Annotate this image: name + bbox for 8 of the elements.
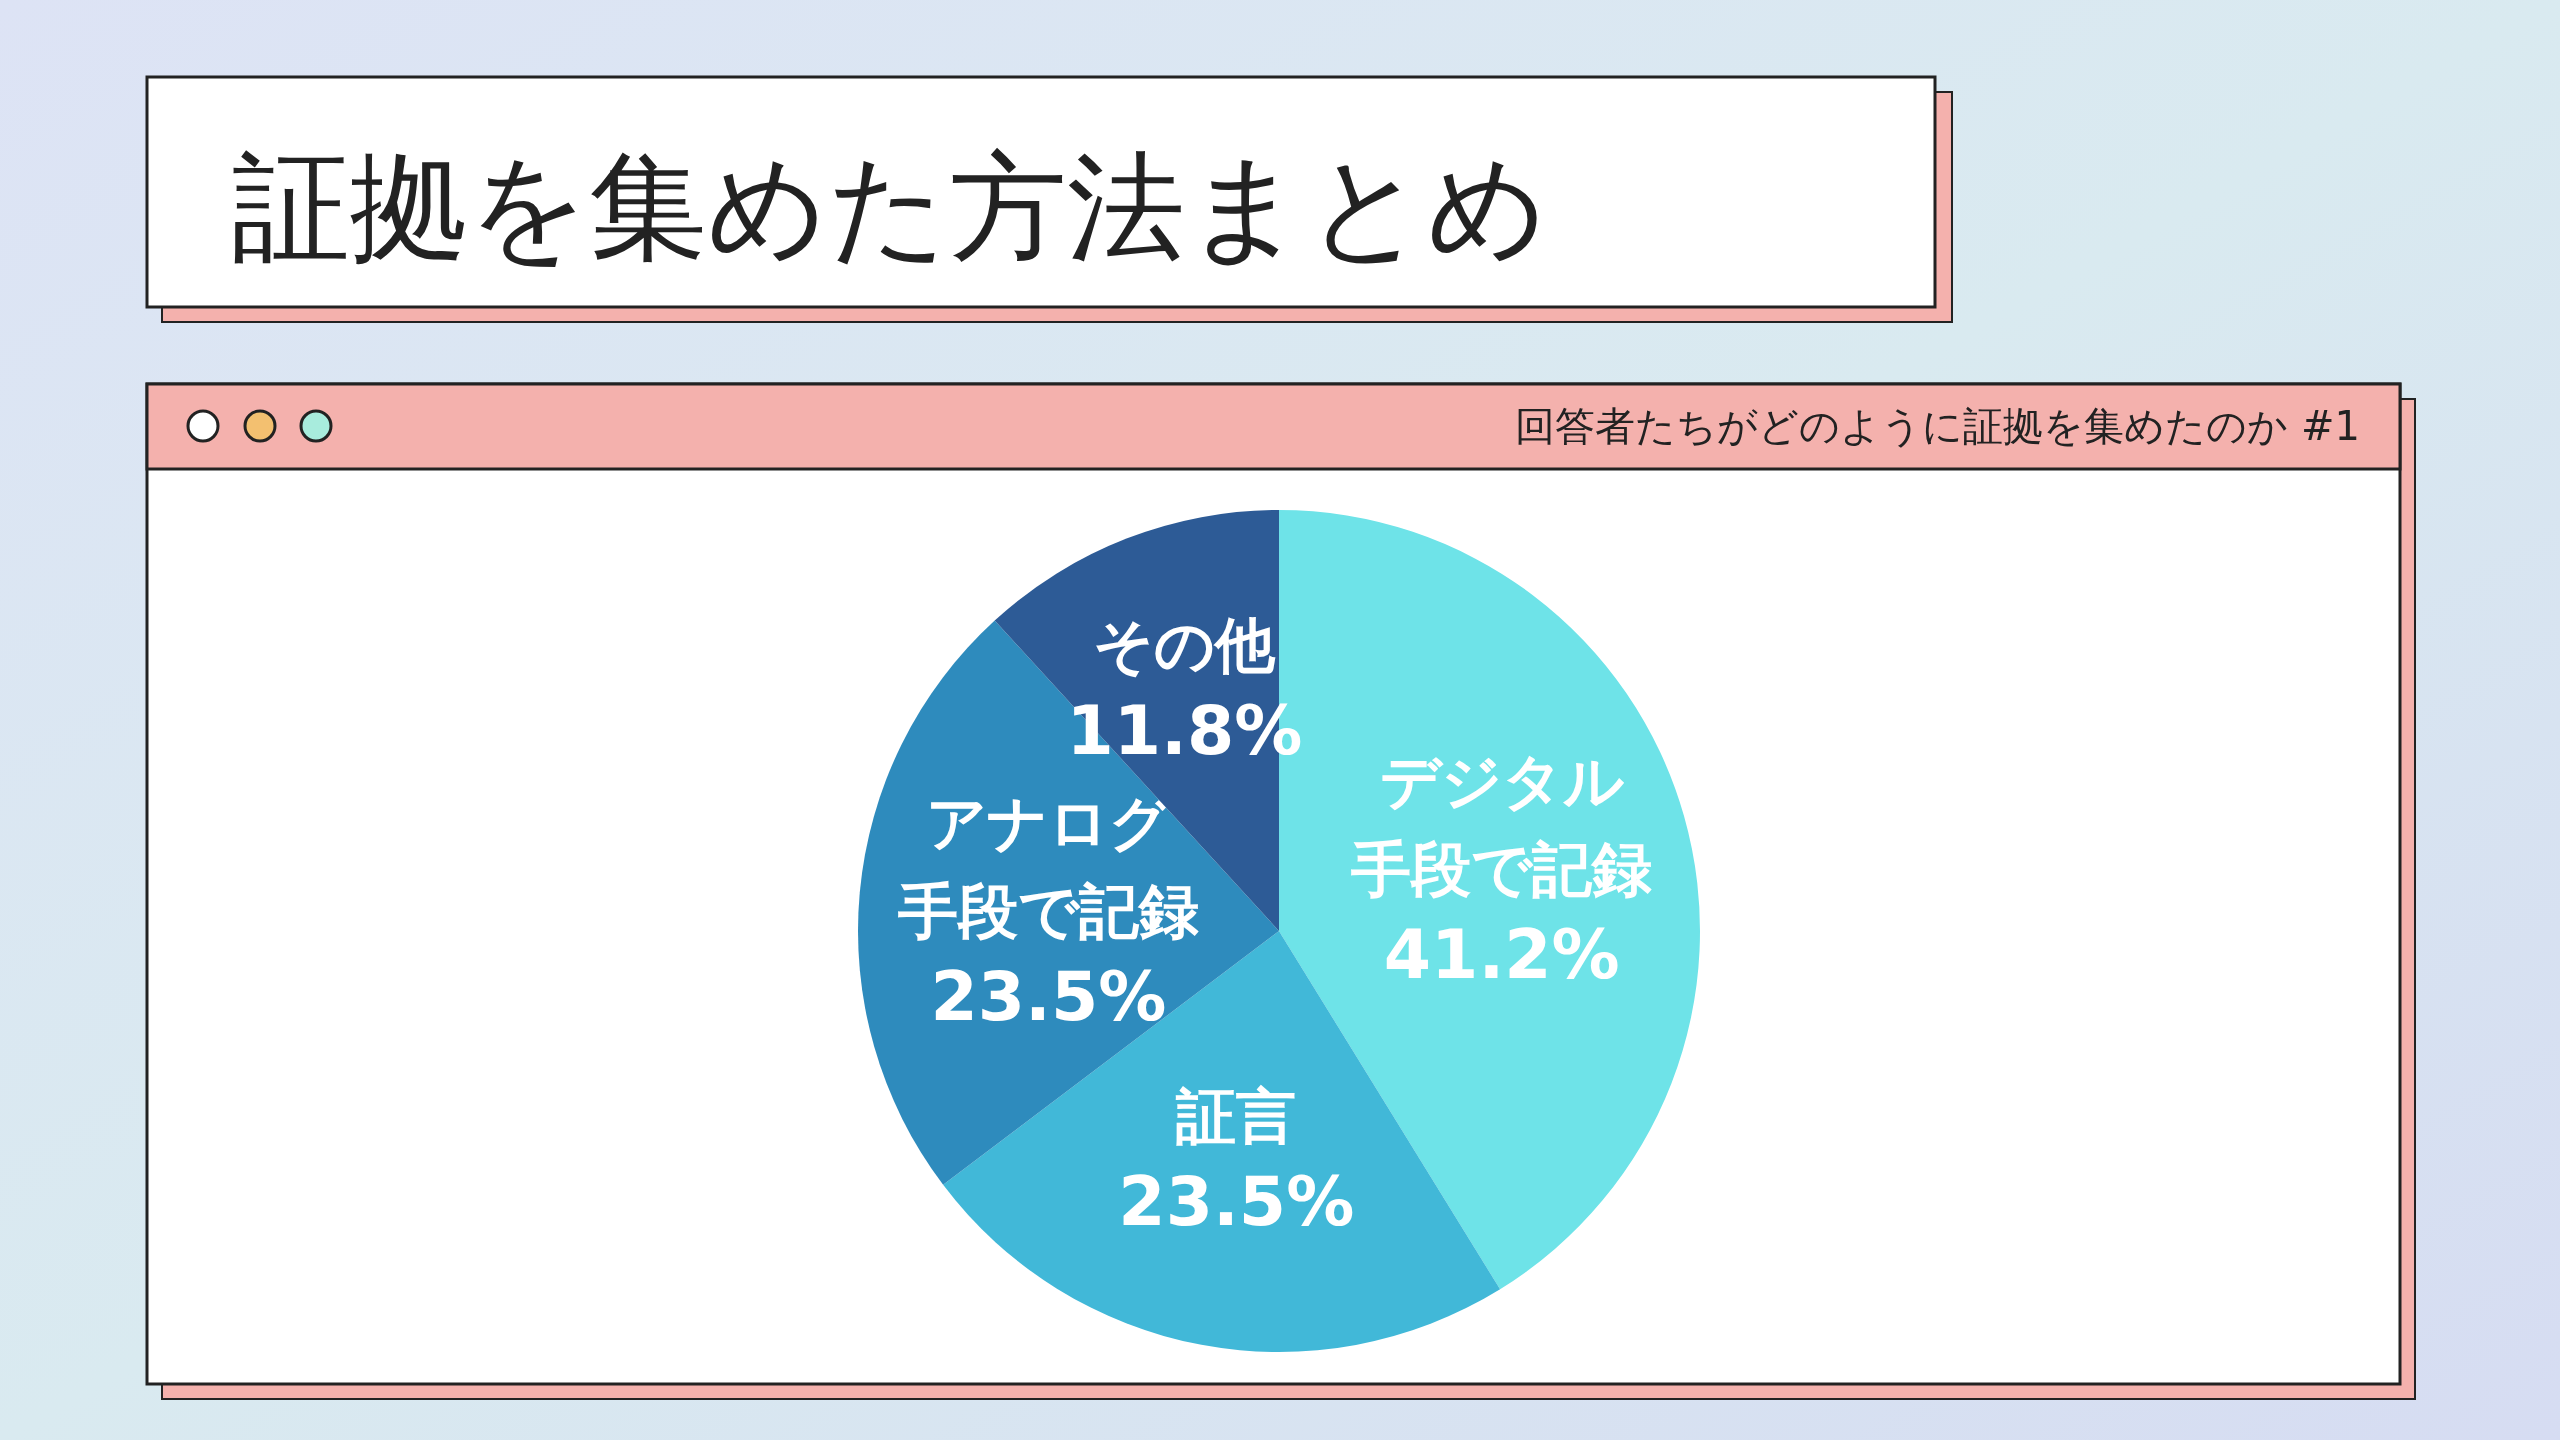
data-label: 41.2% (1383, 914, 1620, 994)
text: 回答者たちがどのように証拠を集めたのか #1 (1515, 403, 2360, 449)
data-label: 23.5% (1118, 1161, 1355, 1241)
slice-label: その他 (1093, 609, 1277, 680)
data-label: 23.5% (930, 956, 1167, 1036)
slice-label: デジタル手段で記録 (1351, 745, 1653, 904)
slice-label: 証言 (1175, 1080, 1297, 1151)
chart-title: 証拠を集めた方法まとめ (232, 138, 1548, 276)
